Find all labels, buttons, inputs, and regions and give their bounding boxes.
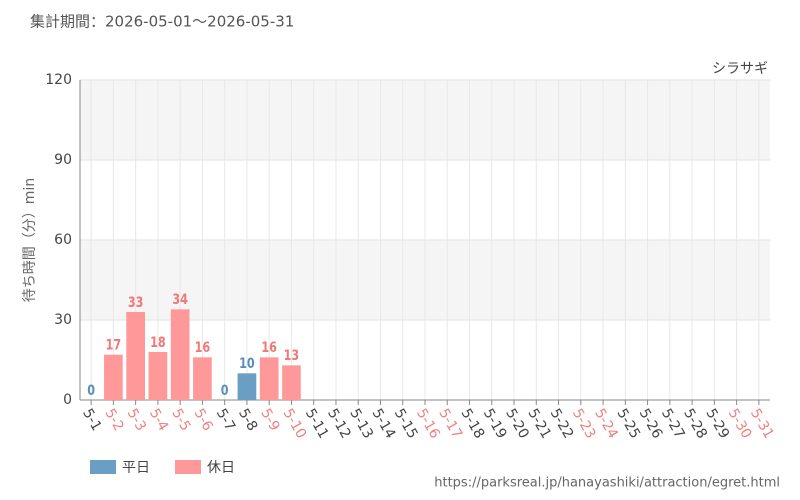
value-label: 33 bbox=[128, 294, 144, 311]
x-tick-label: 5-31 bbox=[747, 406, 777, 442]
y-tick-label: 120 bbox=[45, 72, 72, 88]
y-tick-label: 0 bbox=[63, 392, 72, 408]
x-tick-label: 5-8 bbox=[235, 406, 260, 434]
value-label: 0 bbox=[87, 382, 95, 399]
chart-title: シラサギ bbox=[712, 61, 768, 77]
value-label: 10 bbox=[239, 355, 255, 372]
x-tick-label: 5-6 bbox=[190, 406, 215, 434]
bar bbox=[148, 352, 168, 400]
y-tick-label: 90 bbox=[54, 152, 72, 168]
y-tick-label: 30 bbox=[54, 312, 72, 328]
bar bbox=[126, 312, 145, 400]
value-label: 16 bbox=[261, 339, 277, 356]
x-tick-label: 5-4 bbox=[146, 406, 171, 434]
legend-swatch bbox=[175, 460, 201, 474]
bar bbox=[193, 357, 212, 400]
value-label: 16 bbox=[195, 339, 211, 356]
x-tick-label: 5-2 bbox=[101, 406, 126, 434]
value-label: 17 bbox=[106, 336, 122, 353]
source-url: https://parksreal.jp/hanayashiki/attract… bbox=[434, 476, 780, 491]
value-label: 13 bbox=[284, 347, 300, 364]
value-label: 18 bbox=[150, 334, 166, 351]
bar bbox=[170, 309, 190, 400]
value-label: 34 bbox=[172, 291, 188, 308]
bar bbox=[104, 354, 123, 400]
x-tick-label: 5-7 bbox=[213, 406, 238, 434]
legend-label: 平日 bbox=[122, 460, 150, 476]
value-label: 0 bbox=[221, 382, 229, 399]
y-axis-label: 待ち時間（分）min bbox=[22, 178, 38, 302]
legend-label: 休日 bbox=[207, 460, 235, 476]
x-tick-label: 5-5 bbox=[168, 406, 193, 434]
x-tick-label: 5-1 bbox=[79, 406, 104, 434]
legend-swatch bbox=[90, 460, 116, 474]
x-tick-label: 5-3 bbox=[124, 406, 149, 434]
bar bbox=[237, 373, 257, 400]
bar bbox=[282, 365, 301, 400]
subtitle: 集計期間：2026-05-01～2026-05-31 bbox=[30, 13, 294, 31]
bar bbox=[259, 357, 279, 400]
x-tick-label: 5-9 bbox=[257, 406, 282, 434]
y-tick-label: 60 bbox=[54, 232, 72, 248]
